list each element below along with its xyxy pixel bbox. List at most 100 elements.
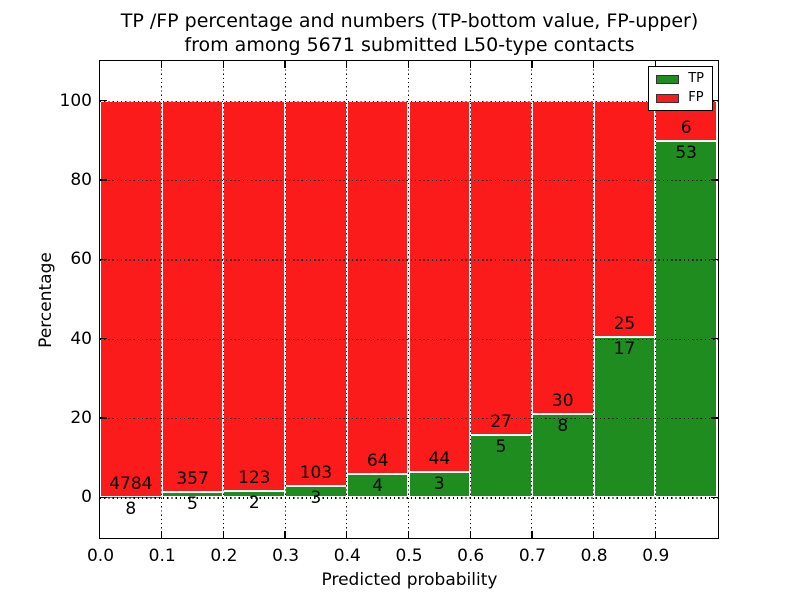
xtick-label-0.4: 0.4 <box>333 546 361 566</box>
bar-segment-fp-1 <box>161 100 224 492</box>
bar-segment-fp-8 <box>593 100 656 337</box>
bar-segment-fp-0 <box>100 100 162 497</box>
gridline-x-6 <box>469 61 471 538</box>
tp-count-label-7: 8 <box>557 415 569 436</box>
gridline-x-1 <box>161 61 163 538</box>
bar-segment-tp-7 <box>531 413 594 498</box>
bar-segment-fp-6 <box>470 100 532 436</box>
tp-count-label-8: 17 <box>613 338 636 359</box>
fp-count-label-2: 123 <box>238 467 271 488</box>
xtick-bottom-3 <box>284 531 286 538</box>
legend-label-fp: FP <box>688 90 704 105</box>
gridline-x-4 <box>346 61 348 538</box>
xtick-label-0.6: 0.6 <box>457 546 485 566</box>
xtick-bottom-7 <box>531 531 533 538</box>
ytick-label-20: 20 <box>70 408 92 428</box>
gridline-x-2 <box>222 61 224 538</box>
legend-label-tp: TP <box>688 71 704 86</box>
xtick-label-0.9: 0.9 <box>642 546 670 566</box>
x-axis-label: Predicted probability <box>321 570 498 590</box>
ytick-left-80 <box>100 179 107 181</box>
ytick-right-40 <box>711 337 718 340</box>
gridline-x-8 <box>593 61 595 538</box>
legend: TP FP <box>648 66 713 111</box>
fp-count-label-1: 357 <box>176 468 209 489</box>
xtick-top-4 <box>346 61 348 68</box>
ytick-right-100 <box>711 99 718 102</box>
tp-count-label-1: 5 <box>187 493 198 514</box>
bar-segment-tp-0 <box>100 496 162 498</box>
ytick-right-80 <box>711 179 718 181</box>
ytick-left-40 <box>100 337 107 340</box>
fp-count-label-8: 25 <box>613 313 636 334</box>
tp-count-label-4: 4 <box>372 476 384 496</box>
xtick-bottom-5 <box>407 531 410 538</box>
xtick-top-6 <box>469 61 471 68</box>
xtick-top-1 <box>161 61 163 68</box>
fp-count-label-4: 64 <box>366 451 389 471</box>
xtick-label-0.1: 0.1 <box>148 546 176 566</box>
xtick-top-3 <box>284 61 286 68</box>
fp-count-label-9: 6 <box>680 118 692 138</box>
y-axis-label: Percentage <box>36 252 56 348</box>
ytick-label-40: 40 <box>70 328 92 349</box>
ytick-right-60 <box>711 258 718 261</box>
xtick-bottom-9 <box>654 531 656 538</box>
plot-inner: 4784 8 357 5 123 2 103 3 64 4 44 3 27 5 30 8 25 17 6 53 TP F… <box>100 61 718 538</box>
xtick-top-7 <box>531 61 533 68</box>
fp-count-label-7: 30 <box>551 390 574 411</box>
ytick-right-20 <box>711 417 718 419</box>
xtick-label-0.7: 0.7 <box>518 546 546 566</box>
bar-segment-fp-7 <box>531 100 594 414</box>
gridline-x-3 <box>284 61 286 538</box>
xtick-bottom-4 <box>346 531 348 538</box>
ytick-left-100 <box>100 99 107 102</box>
ytick-right-0 <box>711 496 718 499</box>
gridline-x-7 <box>531 61 533 538</box>
tp-count-label-3: 3 <box>310 488 322 509</box>
legend-row-fp: FP <box>656 91 704 105</box>
xtick-bottom-8 <box>592 531 595 538</box>
tp-count-label-2: 2 <box>248 492 260 513</box>
gridline-x-9 <box>654 61 656 538</box>
ytick-label-80: 80 <box>70 170 92 190</box>
xtick-top-2 <box>222 61 225 68</box>
xtick-bottom-2 <box>222 531 225 538</box>
ytick-left-20 <box>100 417 107 419</box>
xtick-top-8 <box>592 61 595 68</box>
tp-count-label-9: 53 <box>675 143 697 163</box>
ytick-left-60 <box>100 258 107 261</box>
gridline-x-5 <box>407 61 410 538</box>
fp-count-label-3: 103 <box>299 463 333 484</box>
chart-title-line1: TP /FP percentage and numbers (TP-bottom… <box>120 10 699 32</box>
xtick-bottom-6 <box>469 531 471 538</box>
tp-count-label-0: 8 <box>125 498 137 519</box>
bar-segment-tp-6 <box>470 435 532 498</box>
xtick-label-0.5: 0.5 <box>395 546 423 566</box>
tp-count-label-6: 5 <box>495 437 507 458</box>
ytick-label-60: 60 <box>70 249 92 270</box>
bar-segment-fp-3 <box>285 100 347 487</box>
bar-segment-fp-5 <box>408 100 471 472</box>
xtick-label-0.2: 0.2 <box>210 546 238 566</box>
fp-count-label-6: 27 <box>490 412 512 433</box>
xtick-top-5 <box>407 61 410 68</box>
ytick-label-0: 0 <box>81 487 92 508</box>
xtick-bottom-1 <box>161 531 163 538</box>
xtick-top-9 <box>654 61 656 68</box>
fp-count-label-0: 4784 <box>109 473 153 494</box>
ytick-label-100: 100 <box>59 90 92 111</box>
fp-count-label-5: 44 <box>428 449 451 469</box>
chart-title-line2: from among 5671 submitted L50-type conta… <box>184 34 635 56</box>
legend-swatch-fp <box>656 93 680 103</box>
legend-row-tp: TP <box>656 72 704 86</box>
bar-segment-tp-9 <box>655 141 717 498</box>
plot-area: 4784 8 357 5 123 2 103 3 64 4 44 3 27 5 30 8 25 17 6 53 TP F… <box>99 60 719 539</box>
tp-count-label-5: 3 <box>433 474 445 494</box>
bar-segment-fp-2 <box>223 100 286 491</box>
xtick-label-0.8: 0.8 <box>580 546 608 566</box>
legend-swatch-tp <box>656 74 680 84</box>
xtick-label-0.3: 0.3 <box>272 546 300 566</box>
ytick-left-0 <box>100 496 107 499</box>
